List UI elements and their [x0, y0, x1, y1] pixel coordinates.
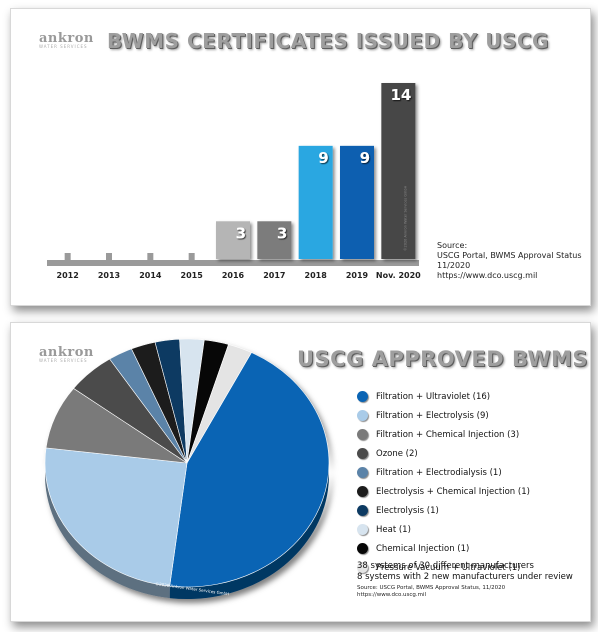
ankron-logo: ankron WATER SERVICES — [39, 345, 94, 363]
source-line: 11/2020 — [437, 261, 471, 270]
bar-2016 — [216, 221, 250, 259]
source-url: https://www.dco.uscg.mil — [357, 592, 427, 598]
bar-data-label: 9 — [360, 149, 370, 167]
bar-2015-stub — [188, 253, 195, 260]
pie-chart-card: ankron WATER SERVICES USCG APPROVED BWMS… — [10, 322, 591, 622]
pie-slice — [44, 447, 188, 587]
legend-label: Filtration + Chemical Injection (3) — [376, 429, 520, 440]
x-tick-label: 2014 — [139, 271, 162, 280]
bar-2013-stub — [106, 253, 112, 260]
legend-swatch — [357, 467, 368, 478]
pie-chart-title: USCG APPROVED BWMS — [297, 347, 589, 371]
legend-swatch — [357, 448, 368, 459]
bar-data-label: 3 — [236, 224, 246, 242]
legend-item: Filtration + Electrolysis (9) — [357, 406, 587, 425]
pie-slice-side — [44, 447, 170, 599]
x-tick-label: 2013 — [98, 271, 120, 280]
bar-data-label: 9 — [318, 149, 328, 167]
pie-legend: Filtration + Ultraviolet (16) Filtration … — [357, 387, 587, 577]
legend-label: Electrolysis (1) — [376, 505, 439, 516]
legend-item: Heat (1) — [357, 520, 587, 539]
legend-label: Ozone (2) — [376, 448, 418, 459]
legend-swatch — [357, 562, 368, 573]
ankron-logo: ankron WATER SERVICES — [39, 31, 94, 49]
legend-label: Filtration + Electrodialysis (1) — [376, 467, 502, 478]
legend-item: Filtration + Ultraviolet (16) — [357, 387, 587, 406]
legend-swatch — [357, 429, 368, 440]
source-line: Source: USCG Portal, BWMS Approval Statu… — [357, 585, 506, 591]
legend-swatch — [357, 524, 368, 535]
bar-2017 — [257, 221, 292, 259]
x-tick-label: 2019 — [346, 271, 369, 280]
source-line: USCG Portal, BWMS Approval Status — [437, 251, 582, 260]
legend-item: Electrolysis + Chemical Injection (1) — [357, 482, 587, 501]
legend-item: Ozone (2) — [357, 444, 587, 463]
bar-chart-source: Source: USCG Portal, BWMS Approval Statu… — [437, 241, 582, 281]
bar-nov2020 — [381, 83, 416, 259]
x-tick-label: Nov. 2020 — [376, 271, 421, 280]
pie-notes: 38 systems of 30 different manufacturers… — [357, 561, 573, 583]
pie-source: Source: USCG Portal, BWMS Approval Statu… — [357, 585, 505, 599]
legend-label: Electrolysis + Chemical Injection (1) — [376, 486, 530, 497]
bar-2014-stub — [147, 253, 154, 260]
source-line: Source: — [437, 241, 468, 250]
legend-swatch — [357, 505, 368, 516]
x-tick-label: 2018 — [305, 271, 328, 280]
bar-watermark: ©2020 Ankron Water Services GmbH — [403, 185, 407, 251]
pie-slice — [186, 344, 252, 464]
note-line: 8 systems with 2 new manufacturers under… — [357, 572, 573, 582]
legend-item: Pressure Vacuum + Ultraviolet (1) — [357, 558, 587, 577]
legend-swatch — [357, 486, 368, 497]
bar-data-label: 3 — [277, 224, 287, 242]
pie-slice — [169, 352, 330, 588]
legend-label: Pressure Vacuum + Ultraviolet (1) — [376, 562, 521, 573]
legend-item: Filtration + Chemical Injection (3) — [357, 425, 587, 444]
bar-chart-title: BWMS CERTIFICATES ISSUED BY USCG — [107, 29, 549, 53]
bar-chart-card: ankron WATER SERVICES BWMS CERTIFICATES … — [10, 8, 591, 306]
source-url: https://www.dco.uscg.mil — [437, 271, 538, 280]
legend-item: Electrolysis (1) — [357, 501, 587, 520]
x-tick-label: 2015 — [181, 271, 204, 280]
bar-data-label: 14 — [390, 86, 411, 104]
note-line: 38 systems of 30 different manufacturers — [357, 561, 534, 571]
legend-item: Chemical Injection (1) — [357, 539, 587, 558]
x-axis-line — [47, 260, 419, 266]
legend-label: Chemical Injection (1) — [376, 543, 470, 554]
legend-swatch — [357, 391, 368, 402]
legend-label: Heat (1) — [376, 524, 411, 535]
legend-swatch — [357, 543, 368, 554]
x-tick-label: 2017 — [263, 271, 285, 280]
bar-chart: 2012 2013 2014 2015 3 2016 3 2017 9 2018 9 2019 14 ©2… — [47, 83, 421, 280]
pie-chart: ©2020 Ankron Water Services GmbH — [44, 338, 330, 599]
legend-item: Filtration + Electrodialysis (1) — [357, 463, 587, 482]
bar-2018 — [298, 145, 333, 259]
bar-2012-stub — [64, 253, 71, 260]
x-tick-label: 2012 — [57, 271, 79, 280]
legend-swatch — [357, 410, 368, 421]
bar-2019 — [340, 145, 374, 259]
x-tick-label: 2016 — [222, 271, 245, 280]
legend-label: Filtration + Electrolysis (9) — [376, 410, 489, 421]
legend-label: Filtration + Ultraviolet (16) — [376, 391, 491, 402]
